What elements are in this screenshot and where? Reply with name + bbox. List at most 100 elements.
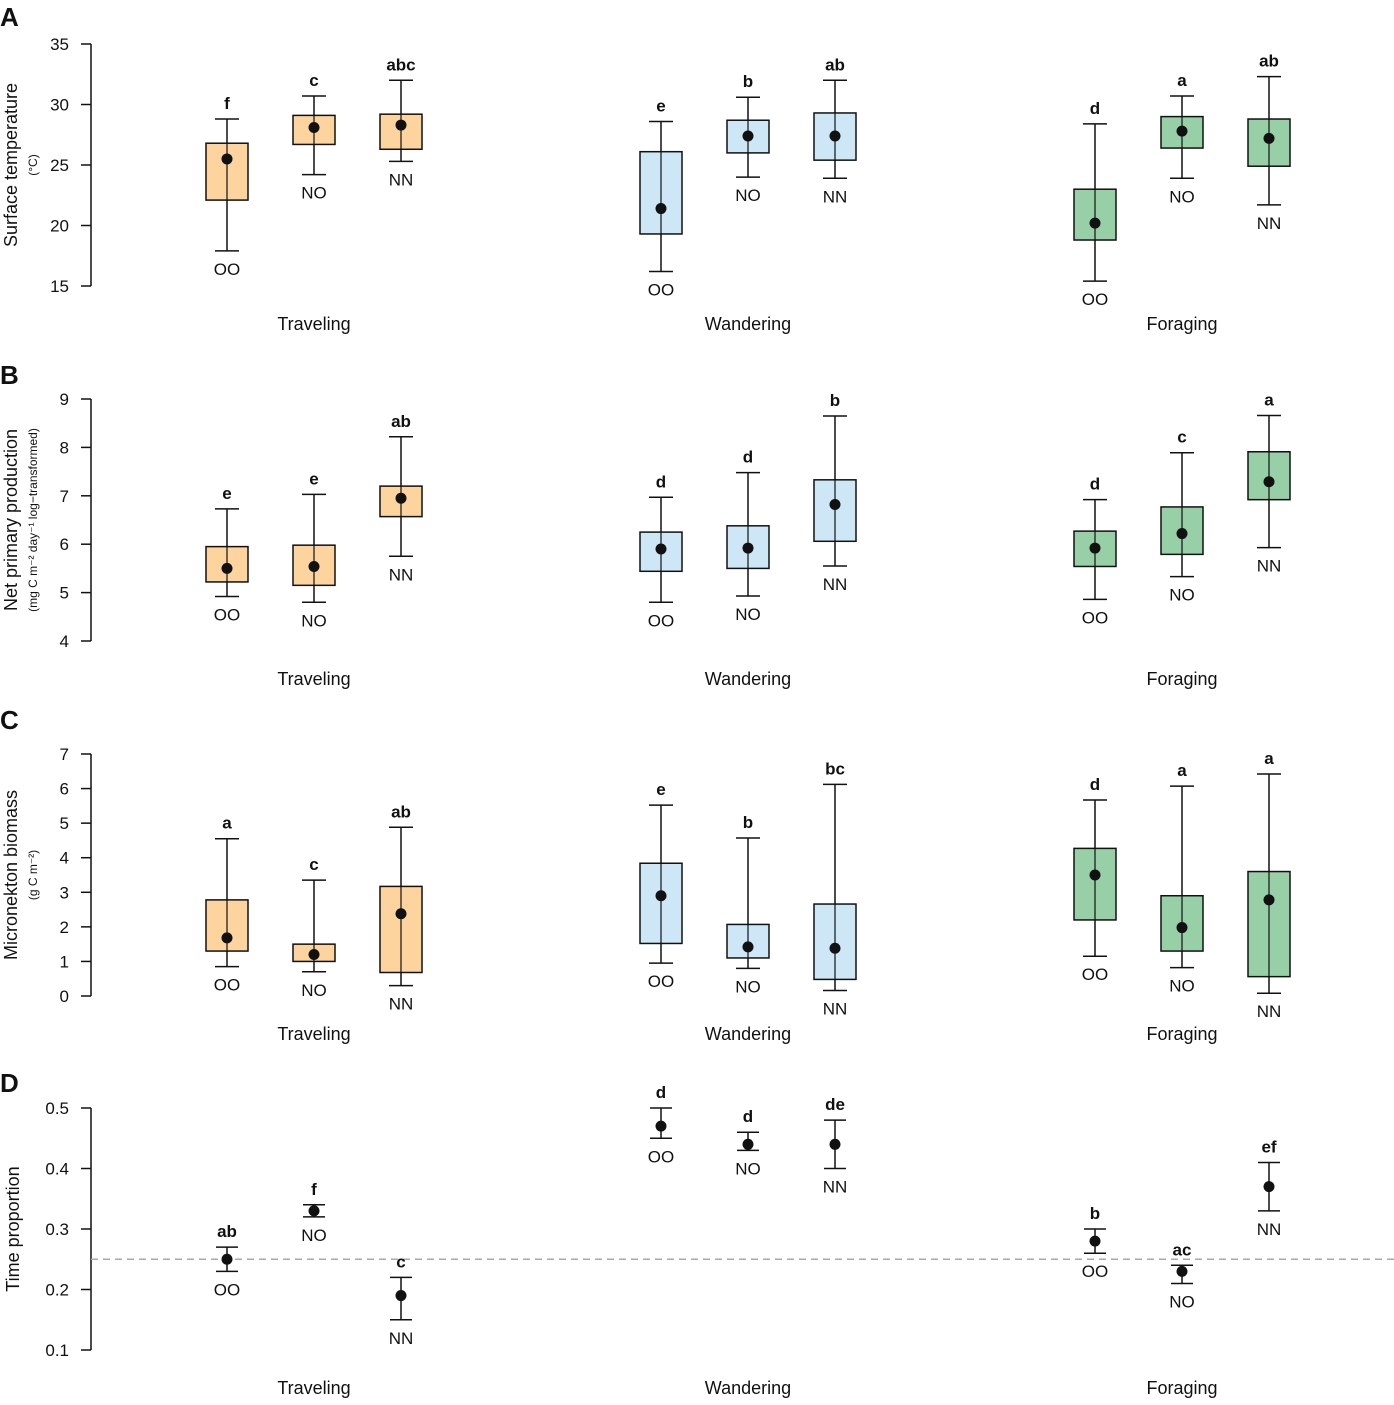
item-foraging-nn: ab NN: [1247, 52, 1291, 233]
group-label-wandering: Wandering: [705, 669, 791, 689]
y-tick-label: 3: [60, 883, 69, 902]
item-foraging-nn: ef NN: [1257, 1137, 1282, 1238]
item-wandering-no: b NO: [726, 72, 770, 205]
item-foraging-no: a NO: [1160, 761, 1204, 996]
group-label-wandering: Wandering: [705, 314, 791, 334]
significance-letter: c: [396, 1252, 405, 1271]
panel-a: A 15 20 25 30 35 Surface temperature (°C) Travel…: [0, 2, 1291, 334]
significance-letter: e: [222, 484, 231, 503]
significance-letter: ab: [391, 412, 411, 431]
significance-letter: bc: [825, 759, 845, 778]
y-tick-label: 0.1: [45, 1341, 69, 1360]
y-axis-subtitle: (mg C m⁻² day⁻¹ log−transformed): [26, 428, 40, 612]
y-axis-subtitle: (°C): [26, 154, 40, 175]
item-wandering-nn: ab NN: [813, 55, 857, 206]
category-label: NO: [1169, 1292, 1195, 1311]
significance-letter: e: [656, 780, 665, 799]
y-axis-subtitle: (g C m⁻²): [26, 850, 40, 900]
item-wandering-oo: d OO: [639, 472, 683, 630]
item-wandering-oo: e OO: [639, 96, 683, 299]
panel-label: A: [0, 2, 19, 32]
y-axis-title: Micronekton biomass: [1, 790, 21, 960]
y-tick-label: 4: [60, 632, 69, 651]
y-tick-label: 8: [60, 438, 69, 457]
category-label: OO: [648, 280, 674, 299]
significance-letter: ab: [217, 1222, 237, 1241]
significance-letter: d: [1090, 475, 1100, 494]
category-label: NN: [823, 999, 848, 1018]
category-label: OO: [1082, 608, 1108, 627]
y-tick-label: 15: [50, 277, 69, 296]
group-label-foraging: Foraging: [1146, 1378, 1217, 1398]
category-label: NO: [301, 184, 327, 203]
significance-letter: e: [656, 96, 665, 115]
significance-letter: f: [224, 94, 230, 113]
significance-letter: b: [1090, 1204, 1100, 1223]
mean-point: [1176, 1265, 1188, 1277]
group-label-traveling: Traveling: [277, 1378, 350, 1398]
significance-letter: d: [656, 1083, 666, 1102]
item-foraging-no: a NO: [1160, 71, 1204, 206]
item-wandering-nn: b NN: [813, 391, 857, 594]
category-label: NO: [735, 1159, 761, 1178]
mean-point: [655, 1120, 667, 1132]
mean-point: [308, 1205, 320, 1217]
item-traveling-oo: e OO: [205, 484, 249, 624]
group-label-wandering: Wandering: [705, 1378, 791, 1398]
category-label: NO: [735, 605, 761, 624]
item-foraging-nn: a NN: [1247, 749, 1291, 1021]
panel-b: B 4 5 6 7 8 9 Net primary production (mg C m⁻² d…: [0, 360, 1291, 689]
category-label: OO: [648, 972, 674, 991]
group-label-foraging: Foraging: [1146, 314, 1217, 334]
mean-point: [221, 562, 233, 574]
category-label: OO: [214, 260, 240, 279]
item-foraging-nn: a NN: [1247, 390, 1291, 576]
significance-letter: e: [309, 469, 318, 488]
item-traveling-oo: f OO: [205, 94, 249, 279]
category-label: NN: [1257, 1220, 1282, 1239]
category-label: NO: [301, 1226, 327, 1245]
significance-letter: a: [1264, 749, 1274, 768]
item-wandering-nn: bc NN: [813, 759, 857, 1018]
significance-letter: ab: [391, 802, 411, 821]
panel-label: C: [0, 705, 19, 735]
mean-point: [1263, 132, 1275, 144]
mean-point: [395, 119, 407, 131]
item-foraging-oo: d OO: [1073, 99, 1117, 309]
mean-point: [1176, 528, 1188, 540]
mean-point: [655, 543, 667, 555]
item-traveling-oo: ab OO: [214, 1222, 240, 1299]
category-label: OO: [1082, 965, 1108, 984]
significance-letter: a: [1177, 71, 1187, 90]
group-label-traveling: Traveling: [277, 669, 350, 689]
panel-label: D: [0, 1068, 19, 1098]
category-label: NO: [1169, 977, 1195, 996]
item-traveling-nn: abc NN: [379, 55, 423, 189]
mean-point: [742, 542, 754, 554]
group-label-traveling: Traveling: [277, 314, 350, 334]
category-label: NN: [389, 995, 414, 1014]
mean-point: [829, 130, 841, 142]
mean-point: [829, 1138, 841, 1150]
y-axis-title: Net primary production: [1, 429, 21, 611]
significance-letter: d: [1090, 775, 1100, 794]
significance-letter: d: [1090, 99, 1100, 118]
y-axis-title: Time proportion: [3, 1166, 23, 1291]
category-label: NN: [1257, 214, 1282, 233]
mean-point: [829, 942, 841, 954]
significance-letter: ef: [1261, 1137, 1276, 1156]
item-traveling-no: c NO: [292, 855, 336, 1000]
significance-letter: c: [309, 71, 318, 90]
significance-letter: c: [309, 855, 318, 874]
group-label-foraging: Foraging: [1146, 1024, 1217, 1044]
item-traveling-no: c NO: [292, 71, 336, 203]
category-label: OO: [648, 1147, 674, 1166]
mean-point: [395, 492, 407, 504]
y-tick-label: 0.3: [45, 1220, 69, 1239]
y-tick-label: 0.4: [45, 1160, 69, 1179]
significance-letter: a: [1177, 761, 1187, 780]
y-tick-label: 30: [50, 96, 69, 115]
mean-point: [1089, 1235, 1101, 1247]
y-axis-title: Surface temperature: [1, 83, 21, 247]
